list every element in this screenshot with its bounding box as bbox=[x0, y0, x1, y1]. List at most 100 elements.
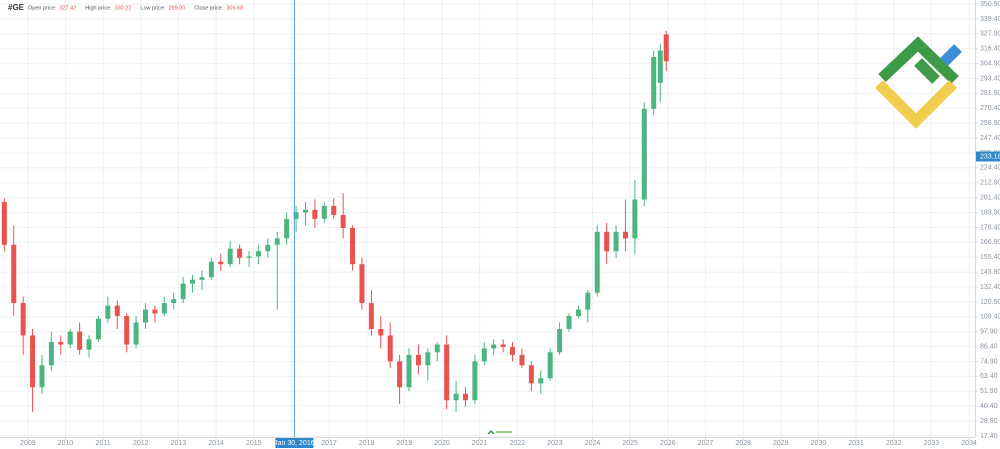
candle-body bbox=[519, 354, 525, 366]
y-tick-label: 17.40 bbox=[980, 433, 998, 440]
candle-body bbox=[613, 231, 619, 252]
y-tick-label: 189.90 bbox=[980, 209, 1000, 216]
x-tick-label: 2013 bbox=[171, 440, 187, 447]
candle-body bbox=[227, 248, 233, 265]
candle-body bbox=[657, 50, 663, 83]
x-tick-label: 2017 bbox=[321, 440, 337, 447]
candle-body bbox=[566, 316, 572, 329]
y-tick-label: 178.40 bbox=[980, 224, 1000, 231]
candle-body bbox=[331, 205, 337, 216]
candle-body bbox=[171, 299, 177, 304]
candle-body bbox=[622, 231, 628, 239]
candle-body bbox=[481, 348, 487, 362]
candle-body bbox=[11, 244, 17, 304]
y-tick-label: 201.40 bbox=[980, 194, 1000, 201]
x-tick-label: 2034 bbox=[961, 440, 977, 447]
candle-body bbox=[312, 209, 318, 219]
x-tick-label: 2029 bbox=[773, 440, 789, 447]
logo-yellow bbox=[875, 80, 957, 129]
y-tick-label: 132.40 bbox=[980, 284, 1000, 291]
candle-body bbox=[340, 215, 346, 228]
x-tick-label: 2012 bbox=[133, 440, 149, 447]
candle-body bbox=[86, 339, 92, 350]
logo-green-c bbox=[914, 58, 940, 84]
candle-body bbox=[105, 305, 111, 319]
logo-green bbox=[878, 36, 959, 84]
crosshair-label-bg bbox=[275, 438, 314, 448]
small-logo-bar bbox=[496, 431, 512, 433]
candle-body bbox=[538, 378, 544, 384]
candle-body bbox=[142, 309, 148, 323]
candle-body bbox=[378, 328, 384, 336]
candle-body bbox=[133, 322, 139, 345]
candle-body bbox=[462, 393, 468, 401]
header-value: 299.00 bbox=[168, 5, 185, 11]
candle-body bbox=[67, 331, 73, 345]
candle-body bbox=[415, 354, 421, 366]
candle-body bbox=[510, 347, 516, 355]
candle-body bbox=[246, 256, 252, 258]
candle-body bbox=[641, 108, 647, 200]
y-tick-label: 327.90 bbox=[980, 31, 1000, 38]
candle-body bbox=[547, 352, 553, 379]
candle-body bbox=[284, 218, 290, 239]
y-tick-label: 97.90 bbox=[980, 329, 998, 336]
last-price-bg bbox=[976, 151, 1000, 162]
candle-body bbox=[114, 305, 120, 317]
x-tick-label: 2025 bbox=[622, 440, 638, 447]
candle-body bbox=[274, 238, 280, 245]
candle-body bbox=[632, 199, 638, 239]
last-price-label: 233.18 bbox=[980, 153, 1000, 160]
candle-body bbox=[528, 365, 534, 384]
header-label: Open price: bbox=[28, 5, 57, 11]
y-tick-label: 155.40 bbox=[980, 254, 1000, 261]
x-tick-label: 2022 bbox=[509, 440, 525, 447]
candle-body bbox=[387, 335, 393, 362]
small-logo-mark bbox=[487, 429, 495, 435]
candle-body bbox=[453, 393, 459, 401]
y-tick-label: 247.40 bbox=[980, 135, 1000, 142]
y-tick-label: 74.90 bbox=[980, 358, 998, 365]
symbol: #GE bbox=[8, 3, 25, 12]
axes: 17.40 28.90 40.40 51.90 63.40 74.90 86.40 97.90… bbox=[20, 0, 1000, 448]
y-tick-label: 304.90 bbox=[980, 60, 1000, 67]
candle-body bbox=[434, 344, 440, 353]
candle-body bbox=[48, 341, 54, 366]
y-tick-label: 258.90 bbox=[980, 120, 1000, 127]
candle-body bbox=[604, 231, 610, 252]
candle-body bbox=[444, 344, 450, 401]
crosshair-label: Jan 30, 2016 bbox=[274, 440, 315, 447]
header-value: 327.42 bbox=[59, 5, 76, 11]
small-logo bbox=[487, 429, 512, 435]
candle-body bbox=[190, 279, 196, 284]
y-tick-label: 120.90 bbox=[980, 299, 1000, 306]
candle-body bbox=[651, 56, 657, 109]
x-tick-label: 2023 bbox=[547, 440, 563, 447]
x-tick-label: 2026 bbox=[660, 440, 676, 447]
y-tick-label: 350.90 bbox=[980, 1, 1000, 8]
candle-body bbox=[208, 261, 214, 278]
candle-body bbox=[265, 244, 271, 252]
y-tick-label: 40.40 bbox=[980, 403, 998, 410]
candle-body bbox=[39, 365, 45, 388]
candle-body bbox=[472, 361, 478, 401]
x-tick-label: 2031 bbox=[848, 440, 864, 447]
candle-body bbox=[218, 261, 224, 265]
candle-body bbox=[30, 335, 36, 388]
y-tick-label: 109.40 bbox=[980, 314, 1000, 321]
x-tick-label: 2027 bbox=[698, 440, 714, 447]
candle-body bbox=[95, 318, 101, 340]
y-tick-label: 86.40 bbox=[980, 343, 998, 350]
candle-body bbox=[350, 227, 356, 265]
header-label: High price: bbox=[85, 5, 112, 11]
y-tick-label: 51.90 bbox=[980, 388, 998, 395]
candle-body bbox=[397, 361, 403, 388]
grid bbox=[0, 0, 975, 437]
x-tick-label: 2011 bbox=[96, 440, 111, 447]
logo-blue bbox=[940, 44, 962, 66]
candle-body bbox=[302, 209, 308, 213]
candle-body bbox=[255, 251, 261, 257]
candle-body bbox=[1, 202, 7, 245]
header-value: 330.22 bbox=[115, 5, 132, 11]
